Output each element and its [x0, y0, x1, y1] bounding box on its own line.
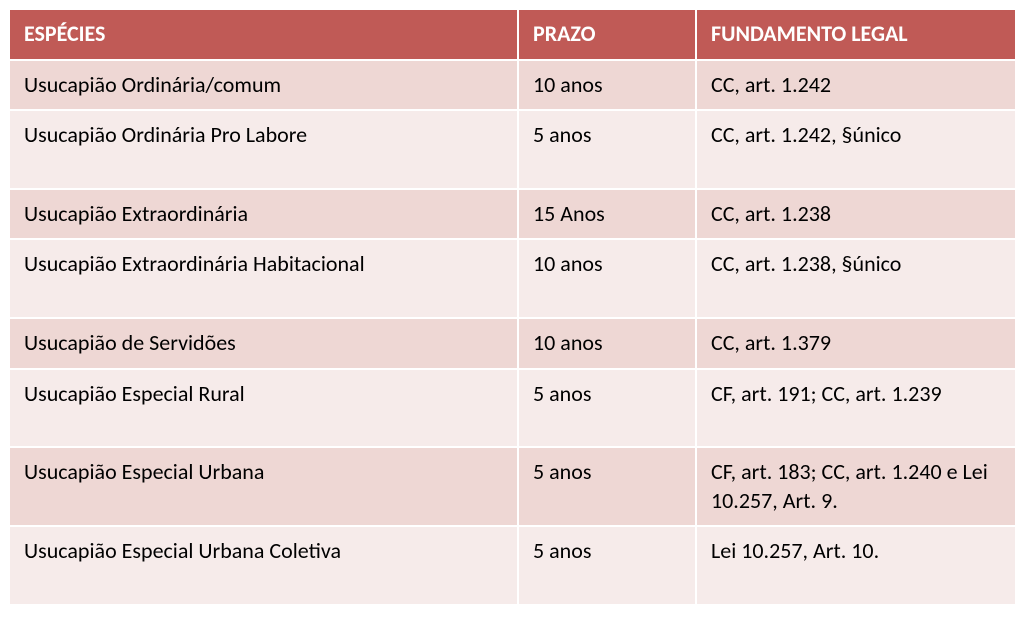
cell-especie: Usucapião Ordinária Pro Labore	[9, 110, 518, 189]
cell-fundamento: CC, art. 1.379	[696, 318, 1016, 369]
cell-fundamento: CC, art. 1.242	[696, 60, 1016, 111]
cell-prazo: 5 anos	[518, 110, 696, 189]
cell-prazo: 5 anos	[518, 369, 696, 448]
cell-fundamento: CC, art. 1.242, §único	[696, 110, 1016, 189]
cell-fundamento: CF, art. 191; CC, art. 1.239	[696, 369, 1016, 448]
table-row: Usucapião Especial Urbana Coletiva5 anos…	[9, 526, 1016, 605]
table-row: Usucapião Extraordinária15 AnosCC, art. …	[9, 189, 1016, 240]
cell-especie: Usucapião Ordinária/comum	[9, 60, 518, 111]
cell-prazo: 5 anos	[518, 526, 696, 605]
table-header-row: ESPÉCIES PRAZO FUNDAMENTO LEGAL	[9, 9, 1016, 60]
table-row: Usucapião Extraordinária Habitacional10 …	[9, 239, 1016, 318]
cell-fundamento: CF, art. 183; CC, art. 1.240 e Lei 10.25…	[696, 447, 1016, 526]
usucapiao-table: ESPÉCIES PRAZO FUNDAMENTO LEGAL Usucapiã…	[8, 8, 1017, 606]
cell-prazo: 10 anos	[518, 239, 696, 318]
cell-especie: Usucapião Especial Rural	[9, 369, 518, 448]
table-row: Usucapião Ordinária/comum10 anosCC, art.…	[9, 60, 1016, 111]
table-row: Usucapião Ordinária Pro Labore5 anosCC, …	[9, 110, 1016, 189]
col-header-prazo: PRAZO	[518, 9, 696, 60]
cell-especie: Usucapião Especial Urbana Coletiva	[9, 526, 518, 605]
cell-prazo: 10 anos	[518, 318, 696, 369]
table-row: Usucapião de Servidões10 anosCC, art. 1.…	[9, 318, 1016, 369]
table-body: Usucapião Ordinária/comum10 anosCC, art.…	[9, 60, 1016, 605]
cell-prazo: 5 anos	[518, 447, 696, 526]
cell-especie: Usucapião de Servidões	[9, 318, 518, 369]
cell-fundamento: Lei 10.257, Art. 10.	[696, 526, 1016, 605]
cell-prazo: 15 Anos	[518, 189, 696, 240]
cell-especie: Usucapião Extraordinária	[9, 189, 518, 240]
cell-fundamento: CC, art. 1.238, §único	[696, 239, 1016, 318]
table-row: Usucapião Especial Urbana5 anosCF, art. …	[9, 447, 1016, 526]
table-row: Usucapião Especial Rural5 anosCF, art. 1…	[9, 369, 1016, 448]
cell-especie: Usucapião Extraordinária Habitacional	[9, 239, 518, 318]
col-header-fundamento: FUNDAMENTO LEGAL	[696, 9, 1016, 60]
col-header-especies: ESPÉCIES	[9, 9, 518, 60]
cell-prazo: 10 anos	[518, 60, 696, 111]
cell-especie: Usucapião Especial Urbana	[9, 447, 518, 526]
cell-fundamento: CC, art. 1.238	[696, 189, 1016, 240]
